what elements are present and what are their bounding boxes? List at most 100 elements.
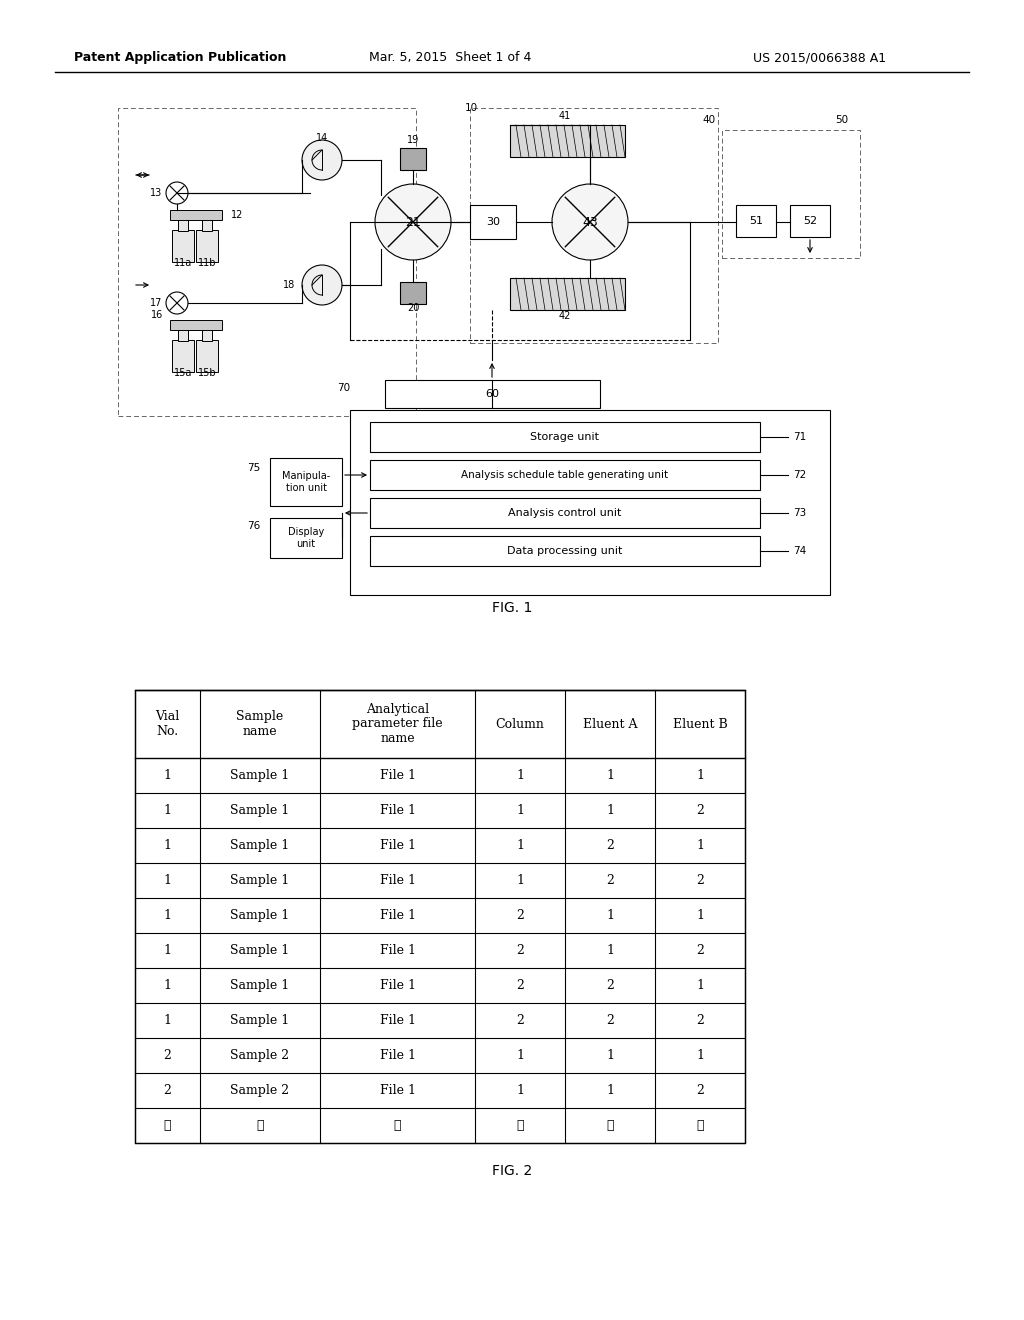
Bar xyxy=(350,411,830,595)
Text: 2: 2 xyxy=(606,979,614,993)
Bar xyxy=(196,341,218,372)
Bar xyxy=(470,108,718,343)
Text: Vial
No.: Vial No. xyxy=(156,710,179,738)
Text: FIG. 1: FIG. 1 xyxy=(492,601,532,615)
Text: ⋮: ⋮ xyxy=(394,1119,401,1133)
Bar xyxy=(370,498,760,528)
Text: ⋮: ⋮ xyxy=(256,1119,264,1133)
Text: 2: 2 xyxy=(606,1014,614,1027)
Text: 1: 1 xyxy=(516,770,524,781)
Bar xyxy=(510,279,625,310)
Text: 2: 2 xyxy=(696,1084,703,1097)
Text: 2: 2 xyxy=(516,909,524,921)
Text: Storage unit: Storage unit xyxy=(530,432,599,442)
Text: 1: 1 xyxy=(164,944,171,957)
Text: 1: 1 xyxy=(516,840,524,851)
Text: 2: 2 xyxy=(516,979,524,993)
Bar xyxy=(200,213,214,218)
Text: 1: 1 xyxy=(516,874,524,887)
Bar xyxy=(385,380,600,408)
Text: 1: 1 xyxy=(606,909,614,921)
Text: 14: 14 xyxy=(315,133,328,143)
Text: Sample 1: Sample 1 xyxy=(230,840,290,851)
Text: 2: 2 xyxy=(516,944,524,957)
Text: File 1: File 1 xyxy=(380,909,416,921)
Text: Sample 1: Sample 1 xyxy=(230,874,290,887)
Text: ⋮: ⋮ xyxy=(516,1119,523,1133)
Text: ⋮: ⋮ xyxy=(164,1119,171,1133)
Circle shape xyxy=(302,140,342,180)
Bar xyxy=(170,319,222,330)
Bar xyxy=(270,458,342,506)
Text: 60: 60 xyxy=(485,389,499,399)
Text: Sample 1: Sample 1 xyxy=(230,944,290,957)
Text: 1: 1 xyxy=(606,944,614,957)
Bar xyxy=(510,125,625,157)
Text: 11b: 11b xyxy=(198,257,216,268)
Text: 16: 16 xyxy=(151,310,163,319)
Text: ⋮: ⋮ xyxy=(696,1119,703,1133)
Text: Display
unit: Display unit xyxy=(288,527,325,549)
Text: 15a: 15a xyxy=(174,368,193,378)
Circle shape xyxy=(166,292,188,314)
Bar xyxy=(370,536,760,566)
Text: File 1: File 1 xyxy=(380,944,416,957)
Text: 10: 10 xyxy=(465,103,478,114)
Text: 1: 1 xyxy=(606,1084,614,1097)
Text: 1: 1 xyxy=(606,770,614,781)
Text: ⋮: ⋮ xyxy=(606,1119,613,1133)
Text: 18: 18 xyxy=(283,280,295,290)
Text: 19: 19 xyxy=(407,135,419,145)
Text: 72: 72 xyxy=(793,470,806,480)
Text: 1: 1 xyxy=(164,1014,171,1027)
Text: 1: 1 xyxy=(516,804,524,817)
Text: 2: 2 xyxy=(696,944,703,957)
Text: Sample 1: Sample 1 xyxy=(230,804,290,817)
Text: 21: 21 xyxy=(406,215,421,228)
Text: 12: 12 xyxy=(231,210,244,220)
Text: Analysis schedule table generating unit: Analysis schedule table generating unit xyxy=(462,470,669,480)
Bar xyxy=(470,205,516,239)
Text: 1: 1 xyxy=(516,1084,524,1097)
Text: File 1: File 1 xyxy=(380,804,416,817)
Bar xyxy=(176,323,190,327)
Text: 70: 70 xyxy=(337,383,350,393)
Text: 1: 1 xyxy=(696,840,705,851)
Text: 43: 43 xyxy=(582,215,598,228)
Text: Patent Application Publication: Patent Application Publication xyxy=(74,51,286,65)
Text: 2: 2 xyxy=(516,1014,524,1027)
Text: 2: 2 xyxy=(696,1014,703,1027)
Text: File 1: File 1 xyxy=(380,874,416,887)
Bar xyxy=(736,205,776,238)
Text: Mar. 5, 2015  Sheet 1 of 4: Mar. 5, 2015 Sheet 1 of 4 xyxy=(369,51,531,65)
Bar xyxy=(202,216,212,231)
Bar xyxy=(135,690,745,1143)
Text: 50: 50 xyxy=(835,115,848,125)
Text: File 1: File 1 xyxy=(380,1084,416,1097)
Bar xyxy=(722,129,860,257)
Circle shape xyxy=(166,182,188,205)
Text: 71: 71 xyxy=(793,432,806,442)
Text: 2: 2 xyxy=(164,1084,171,1097)
Text: File 1: File 1 xyxy=(380,770,416,781)
Text: 20: 20 xyxy=(407,304,419,313)
Text: Analysis control unit: Analysis control unit xyxy=(508,508,622,517)
Text: File 1: File 1 xyxy=(380,840,416,851)
Text: 1: 1 xyxy=(696,1049,705,1063)
Text: Sample 1: Sample 1 xyxy=(230,979,290,993)
Circle shape xyxy=(552,183,628,260)
Text: 30: 30 xyxy=(486,216,500,227)
Circle shape xyxy=(302,265,342,305)
Text: Column: Column xyxy=(496,718,545,730)
Bar xyxy=(196,230,218,261)
Text: 75: 75 xyxy=(247,463,260,473)
Text: Sample 1: Sample 1 xyxy=(230,770,290,781)
Text: Sample 2: Sample 2 xyxy=(230,1084,290,1097)
Text: 73: 73 xyxy=(793,508,806,517)
Text: Sample
name: Sample name xyxy=(237,710,284,738)
Text: 40: 40 xyxy=(702,115,715,125)
Text: 42: 42 xyxy=(559,312,571,321)
Text: 2: 2 xyxy=(606,840,614,851)
Text: 1: 1 xyxy=(696,770,705,781)
Text: 1: 1 xyxy=(164,840,171,851)
